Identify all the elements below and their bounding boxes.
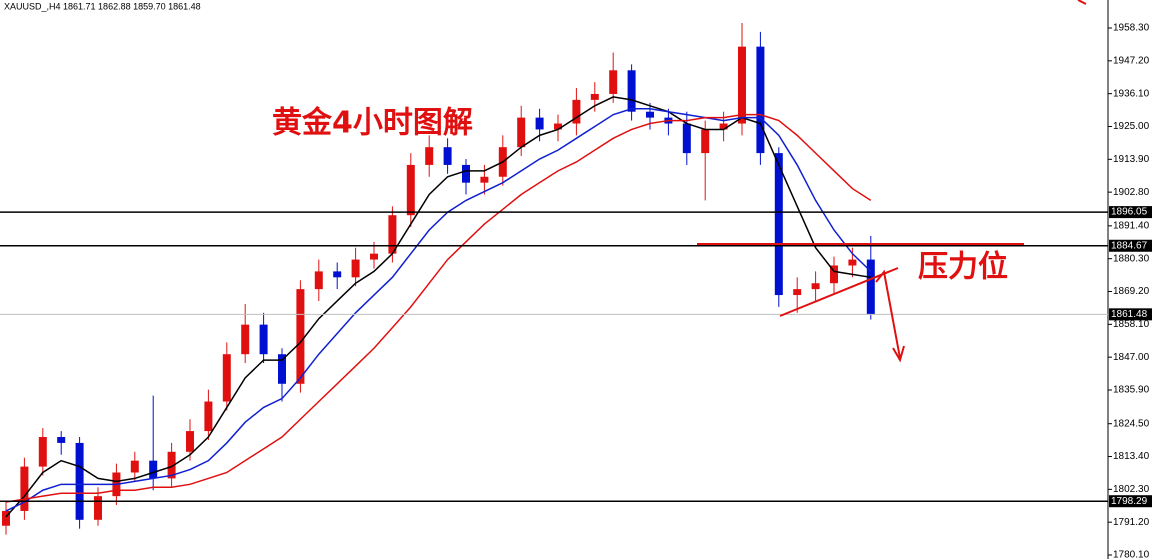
candle-body <box>2 510 10 526</box>
candle-body <box>866 259 875 315</box>
candle-body <box>259 324 268 355</box>
y-tick-label: 1869.20 <box>1113 286 1150 297</box>
candle-body <box>535 117 544 130</box>
candle-body <box>590 93 599 100</box>
price-label: 1798.29 <box>1111 496 1148 507</box>
candle-body <box>462 164 470 183</box>
y-tick-label: 1780.10 <box>1113 550 1150 559</box>
trend-drawings <box>697 0 1087 363</box>
moving-average <box>5 96 871 518</box>
candle-body <box>554 123 562 130</box>
candle-body <box>57 437 66 443</box>
y-tick-label: 1913.90 <box>1113 154 1150 165</box>
price-label: 1861.48 <box>1111 309 1148 320</box>
candle-body <box>701 129 710 154</box>
candle-body <box>848 259 857 266</box>
price-label: 1884.67 <box>1111 240 1148 251</box>
candle-body <box>830 265 838 284</box>
y-tick-label: 1802.30 <box>1113 484 1150 495</box>
candle-body <box>756 46 765 154</box>
price-label-box <box>1109 239 1152 252</box>
candle-body <box>646 111 654 118</box>
candle-body <box>774 153 783 296</box>
y-tick-label: 1813.40 <box>1113 451 1150 462</box>
arrow-head <box>892 345 905 363</box>
candle-body <box>333 271 342 278</box>
candle-body <box>351 259 360 278</box>
candle-body <box>609 70 618 94</box>
y-tick-label: 1925.00 <box>1113 121 1150 132</box>
candle-body <box>204 401 213 432</box>
candle-body <box>130 460 139 473</box>
price-label-box <box>1109 495 1152 508</box>
y-tick-label: 1835.90 <box>1113 385 1150 396</box>
candle-body <box>793 289 802 296</box>
y-tick-label: 1947.20 <box>1113 55 1150 66</box>
chart-title: XAUUSD_,H4 1861.71 1862.88 1859.70 1861.… <box>4 1 201 11</box>
y-tick-label: 1858.10 <box>1113 319 1150 330</box>
candle-body <box>388 215 397 254</box>
candle-body <box>370 253 378 260</box>
y-tick-label: 1824.50 <box>1113 418 1150 429</box>
candle-body <box>480 176 489 183</box>
candle-body <box>425 147 434 165</box>
y-tick-label: 1880.30 <box>1113 253 1150 264</box>
candle-body <box>75 442 84 520</box>
y-tick-label: 1936.10 <box>1113 88 1150 99</box>
candle-body <box>682 123 691 154</box>
candle-body <box>94 496 102 520</box>
y-tick-label: 1847.00 <box>1113 352 1150 363</box>
candle-body <box>443 147 452 165</box>
price-label-box <box>1109 206 1152 219</box>
candle-body <box>406 164 415 216</box>
candle-body <box>627 70 636 112</box>
candle-body <box>241 324 250 355</box>
candle-body <box>811 283 820 290</box>
y-tick-label: 1958.30 <box>1113 23 1150 34</box>
price-label-box <box>1109 308 1152 321</box>
arrow <box>875 269 901 359</box>
candle-body <box>186 431 194 452</box>
candle-body <box>20 466 29 511</box>
drawing-mark <box>1077 0 1087 5</box>
candle-body <box>314 271 323 290</box>
y-tick-label: 1891.40 <box>1113 220 1150 231</box>
candle-body <box>278 354 286 384</box>
y-tick-label: 1791.20 <box>1113 517 1150 528</box>
price-label: 1896.05 <box>1111 207 1148 218</box>
candle-body <box>167 451 176 479</box>
candle-body <box>572 99 581 124</box>
candle-body <box>38 437 47 467</box>
annotation: 黄金4小时图解 <box>272 106 473 141</box>
moving-average <box>5 107 872 512</box>
candle-body <box>296 289 305 384</box>
candle-body <box>719 123 728 130</box>
candle-body <box>222 354 231 402</box>
y-tick-label: 1902.80 <box>1113 187 1150 198</box>
moving-average <box>5 113 872 503</box>
trend-line <box>779 267 899 317</box>
candle-body <box>149 460 158 479</box>
annotation: 压力位 <box>918 250 1008 285</box>
candle-body <box>517 117 526 148</box>
candle-body <box>738 46 746 124</box>
